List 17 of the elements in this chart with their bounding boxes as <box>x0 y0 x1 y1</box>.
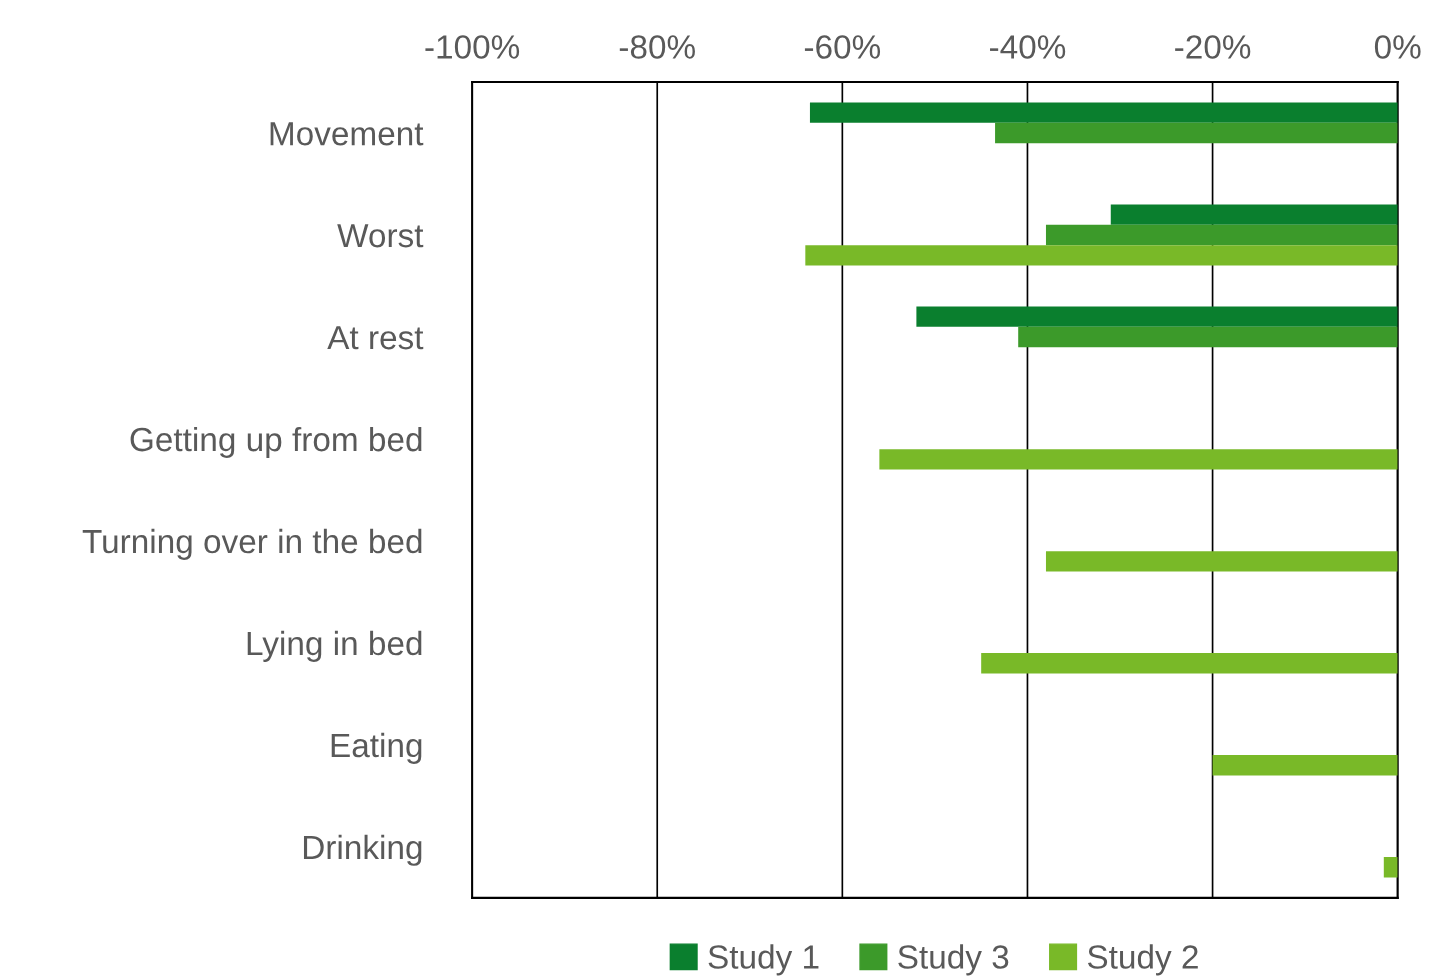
y-tick-label: Movement <box>270 122 424 146</box>
legend-label: Study 1 <box>708 944 819 976</box>
x-tick-label: -20% <box>1175 35 1251 59</box>
y-tick-label: Lying in bed <box>247 630 422 662</box>
x-tick-label: -80% <box>619 35 695 59</box>
y-tick-label: Eating <box>331 732 422 764</box>
x-tick-label: -40% <box>990 35 1066 59</box>
y-tick-label: Getting up from bed <box>130 426 422 458</box>
y-tick-label: Turning over in the bed <box>82 528 422 560</box>
x-tick-label: 0% <box>1374 35 1421 59</box>
legend-label: Study 2 <box>1087 944 1198 976</box>
x-tick-label: -60% <box>804 35 881 59</box>
legend-label: Study 3 <box>898 944 1009 976</box>
y-tick-label: Worst <box>337 224 424 248</box>
y-tick-label: At rest <box>327 326 424 350</box>
x-tick-label: -100% <box>425 35 520 59</box>
y-tick-label: Drinking <box>303 834 422 866</box>
